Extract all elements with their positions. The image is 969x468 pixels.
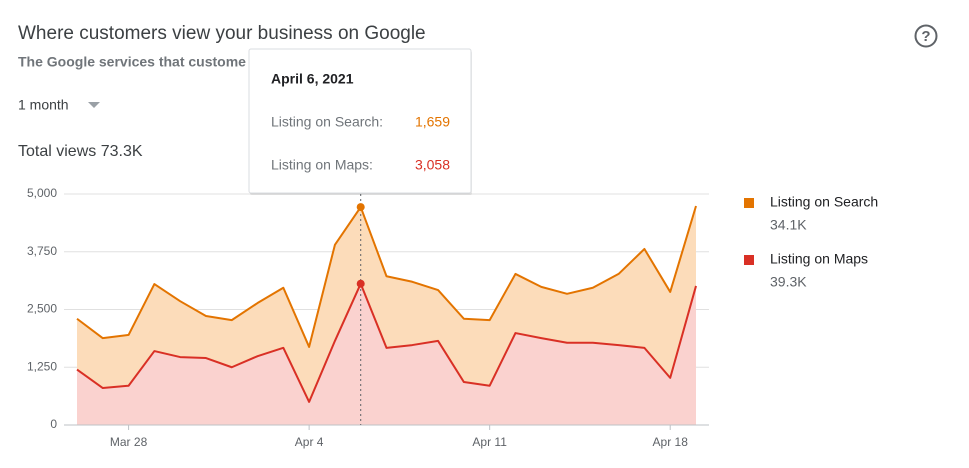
line [76,205,697,348]
tooltip: April 6, 2021 Listing on Search: 1,659 List… [248,48,472,425]
legend-label: Listing on Search [770,194,878,210]
help-icon[interactable]: ? [914,24,938,48]
hover-dot [356,203,365,212]
line [76,282,697,403]
plot: 0 1,250 2,500 3,750 5,000 Mar 28 Apr 4 Apr 11 Ap… [27,186,709,449]
y-tick-label: 1,250 [27,359,57,373]
legend: Listing on Search 34.1K Listing on Maps 39.… [744,194,878,290]
tooltip-box [248,48,472,194]
total-views: Total views 73.3K [18,143,143,160]
x-tick-label: Apr 11 [472,435,507,449]
legend-total: 34.1K [770,217,807,233]
area [77,283,696,425]
help-glyph[interactable]: ? [921,28,930,45]
area [77,206,696,402]
hover-dot [356,279,365,288]
tooltip-value: 1,659 [415,114,450,130]
range-dropdown[interactable]: 1 month [18,97,100,113]
legend-swatch [744,255,754,265]
dropdown-arrow[interactable] [88,102,100,108]
x-tick-label: Mar 28 [110,435,148,449]
legend-total: 39.3K [770,274,807,290]
tooltip-title: April 6, 2021 [271,71,354,87]
range-label[interactable]: 1 month [18,97,69,113]
legend-swatch [744,198,754,208]
card-subtitle: The Google services that custome [18,54,246,70]
tooltip-value: 3,058 [415,157,450,173]
tooltip-label: Listing on Search: [271,114,383,130]
y-tick-label: 3,750 [27,244,57,258]
y-tick-label: 0 [50,417,57,431]
y-tick-label: 5,000 [27,186,57,200]
y-tick-label: 2,500 [27,302,57,316]
x-tick-label: Apr 18 [653,435,689,449]
help-circle[interactable] [914,24,938,48]
x-tick-label: Apr 4 [295,435,324,449]
tooltip-label: Listing on Maps: [271,157,373,173]
legend-label: Listing on Maps [770,251,868,267]
card-title: Where customers view your business on Go… [18,23,426,44]
